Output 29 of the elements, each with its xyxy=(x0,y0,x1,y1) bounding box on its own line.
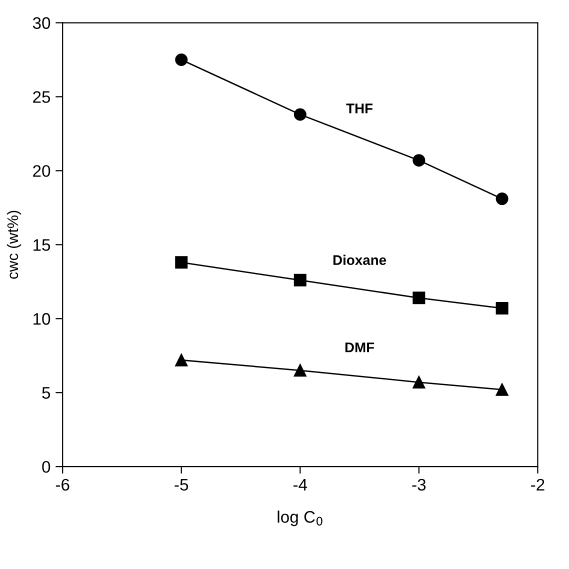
point xyxy=(294,108,306,121)
point xyxy=(294,364,306,377)
point xyxy=(294,274,306,286)
y-tick-label: 20 xyxy=(33,165,50,177)
point xyxy=(175,256,188,269)
point xyxy=(175,354,188,366)
x-tick-label: -5 xyxy=(174,479,188,491)
point xyxy=(412,154,426,167)
y-tick-label: 5 xyxy=(42,387,50,399)
x-axis-title: log C$_{0}$ xyxy=(278,510,322,526)
point xyxy=(496,302,508,315)
y-tick-label: 10 xyxy=(34,313,50,325)
x-tick-label: -4 xyxy=(293,479,308,490)
x-tick-label: -6 xyxy=(56,478,70,491)
point xyxy=(496,383,508,396)
y-tick-label: 25 xyxy=(33,91,50,103)
point xyxy=(412,292,426,304)
x-tick-label: -3 xyxy=(412,478,426,491)
series-label: DMF xyxy=(345,342,374,352)
series-label: Dioxane xyxy=(333,254,386,266)
y-tick-label: 30 xyxy=(32,17,50,29)
series-label: THF xyxy=(346,104,373,114)
point xyxy=(175,53,188,66)
y-axis-title: cwc (wt%) xyxy=(6,210,22,279)
point xyxy=(496,192,508,206)
x-tick-label: -2 xyxy=(531,478,544,490)
y-tick-label: 0 xyxy=(42,460,50,473)
point xyxy=(412,376,426,389)
y-tick-label: 15 xyxy=(34,239,50,251)
